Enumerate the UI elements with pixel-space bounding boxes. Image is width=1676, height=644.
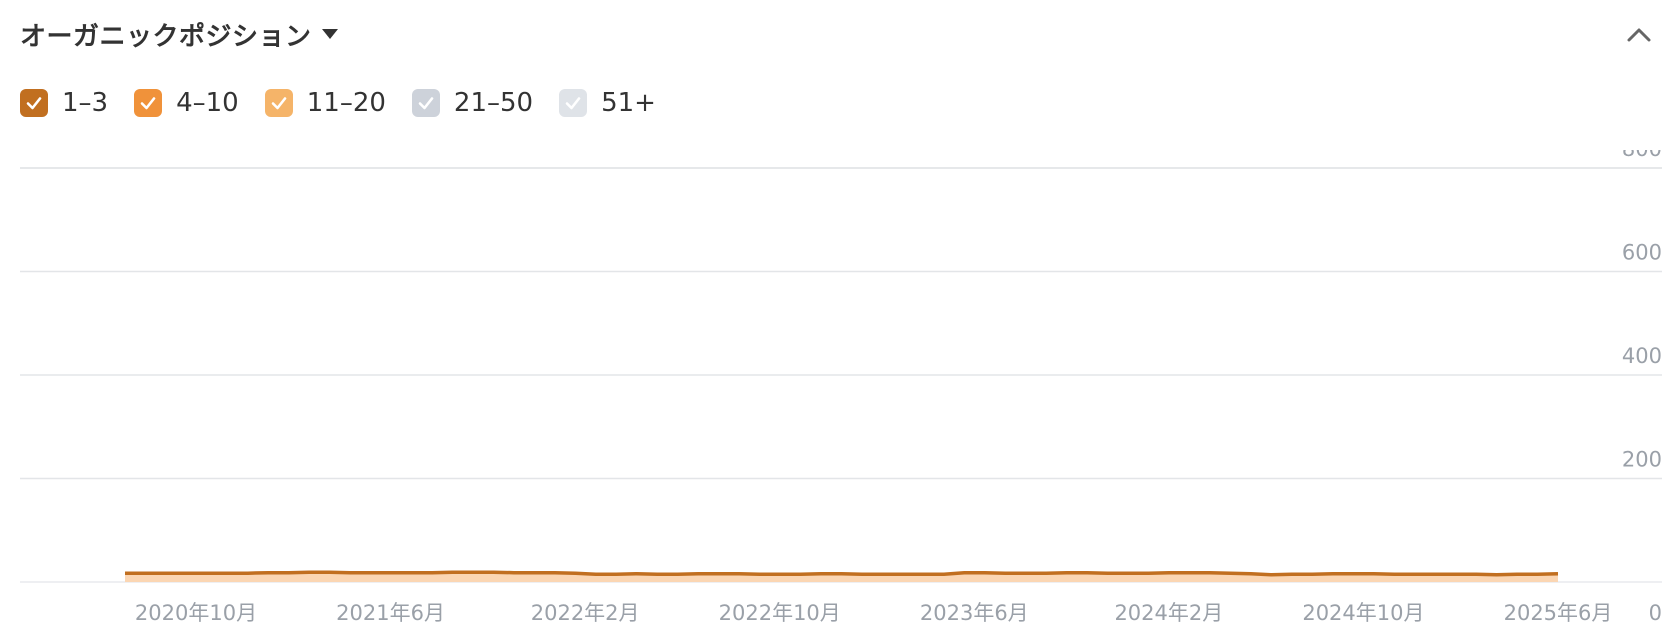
line-1–3 bbox=[125, 570, 1559, 577]
x-tick-label: 2020年10月 bbox=[135, 601, 257, 625]
widget-title: オーガニックポジション bbox=[20, 21, 312, 52]
legend-item-11-20[interactable]: 11–20 bbox=[264, 88, 386, 118]
checkbox-1-3[interactable] bbox=[20, 89, 48, 117]
x-tick-label: 2025年6月 bbox=[1504, 601, 1613, 625]
legend-item-51-plus[interactable]: 51+ bbox=[559, 88, 656, 118]
positions-area-chart: 800 600 400 200 0 2020年10月 2021年6月 2022年2月 2022年… bbox=[0, 150, 1662, 625]
x-tick-label: 2024年2月 bbox=[1114, 601, 1223, 625]
check-icon bbox=[418, 97, 434, 110]
check-icon bbox=[26, 97, 42, 110]
checkbox-51-plus[interactable] bbox=[559, 89, 588, 117]
checkbox-21-50[interactable] bbox=[411, 89, 440, 117]
y-tick-label: 0 bbox=[1649, 601, 1662, 625]
y-tick-label: 600 bbox=[1622, 241, 1662, 265]
area-1–3 bbox=[125, 572, 1558, 582]
legend-item-1-3[interactable]: 1–3 bbox=[20, 88, 108, 118]
x-tick-label: 2023年6月 bbox=[920, 601, 1029, 625]
legend-label: 21–50 bbox=[453, 88, 534, 118]
legend-item-4-10[interactable]: 4–10 bbox=[134, 88, 239, 118]
x-tick-label: 2022年2月 bbox=[531, 601, 640, 625]
x-tick-label: 2021年6月 bbox=[336, 601, 445, 625]
title-dropdown-caret-icon[interactable] bbox=[321, 29, 338, 39]
y-tick-label: 800 bbox=[1622, 150, 1662, 161]
collapse-chevron-up-icon[interactable] bbox=[1622, 18, 1656, 52]
x-tick-label: 2022年10月 bbox=[719, 601, 841, 625]
legend-label: 1–3 bbox=[62, 88, 109, 118]
check-icon bbox=[271, 97, 287, 110]
legend-item-21-50[interactable]: 21–50 bbox=[411, 88, 534, 118]
y-tick-label: 200 bbox=[1622, 448, 1662, 472]
checkbox-11-20[interactable] bbox=[264, 89, 293, 117]
legend-label: 11–20 bbox=[306, 88, 386, 118]
x-tick-label: 2024年10月 bbox=[1302, 601, 1424, 625]
legend-label: 4–10 bbox=[176, 88, 239, 118]
legend: 1–3 4–10 11–20 21–50 51+ bbox=[20, 88, 682, 118]
widget-header: オーガニックポジション bbox=[20, 14, 338, 54]
y-tick-label: 400 bbox=[1622, 344, 1662, 368]
legend-label: 51+ bbox=[601, 88, 656, 118]
check-icon bbox=[140, 97, 156, 110]
checkbox-4-10[interactable] bbox=[134, 89, 163, 117]
check-icon bbox=[565, 97, 581, 110]
